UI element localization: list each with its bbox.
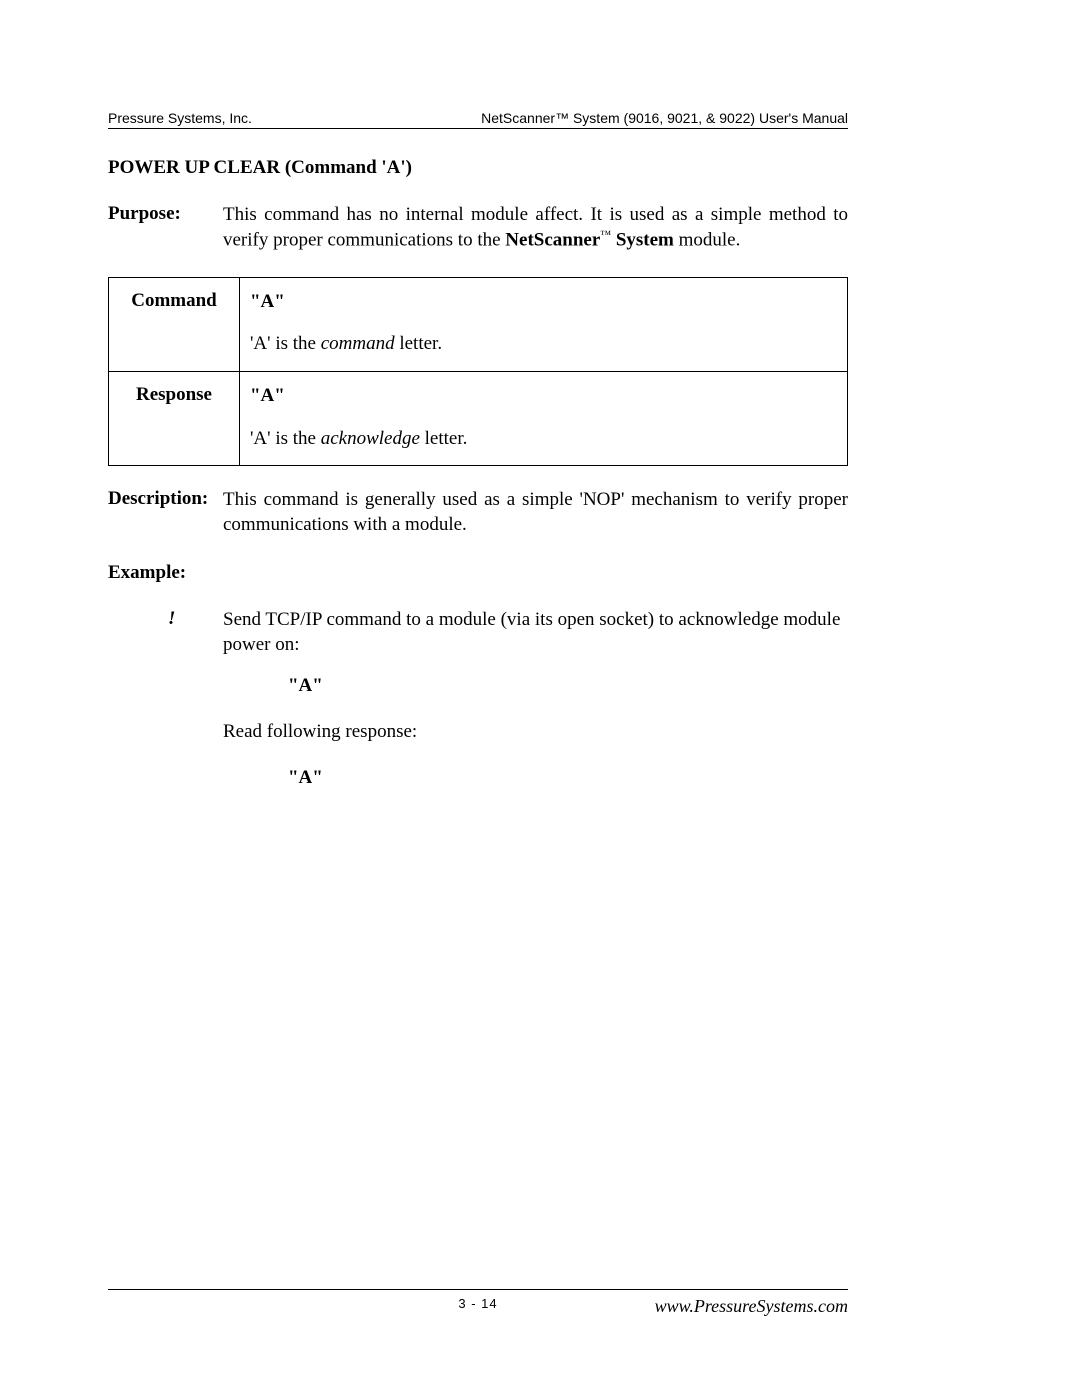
response-value: "A" bbox=[250, 385, 285, 406]
example-step-row: ! Send TCP/IP command to a module (via i… bbox=[168, 608, 848, 657]
response-note-pre: 'A' is the bbox=[250, 428, 321, 449]
header-right: NetScanner™ System (9016, 9021, & 9022) … bbox=[481, 110, 848, 126]
description-label: Description: bbox=[108, 488, 223, 537]
response-label-cell: Response bbox=[109, 372, 240, 466]
example-label: Example: bbox=[108, 562, 848, 584]
page: Pressure Systems, Inc. NetScanner™ Syste… bbox=[0, 0, 1080, 1397]
command-note-pre: 'A' is the bbox=[250, 333, 321, 354]
description-body: This command is generally used as a simp… bbox=[223, 488, 848, 537]
command-value: "A" bbox=[250, 291, 285, 312]
footer-url: www.PressureSystems.com bbox=[655, 1296, 848, 1317]
purpose-brand: NetScanner bbox=[505, 229, 600, 250]
example-step1: Send TCP/IP command to a module (via its… bbox=[223, 608, 848, 657]
response-note-em: acknowledge bbox=[321, 428, 420, 449]
description-row: Description: This command is generally u… bbox=[108, 488, 848, 537]
response-note-post: letter. bbox=[420, 428, 467, 449]
example-body: ! Send TCP/IP command to a module (via i… bbox=[168, 608, 848, 657]
table-row: Command "A" 'A' is the command letter. bbox=[109, 277, 848, 371]
example-code1: "A" bbox=[288, 675, 323, 696]
command-value-cell: "A" 'A' is the command letter. bbox=[240, 277, 848, 371]
purpose-text-post: module. bbox=[674, 229, 741, 250]
example-mark-icon: ! bbox=[168, 608, 223, 657]
example-step2: Read following response: bbox=[223, 721, 848, 743]
page-number: 3 - 14 bbox=[458, 1296, 497, 1311]
purpose-body: This command has no internal module affe… bbox=[223, 203, 848, 253]
command-note-post: letter. bbox=[395, 333, 442, 354]
purpose-system: System bbox=[611, 229, 674, 250]
page-footer: 3 - 14 www.PressureSystems.com bbox=[108, 1289, 848, 1317]
purpose-label: Purpose: bbox=[108, 203, 223, 253]
example-code2-row: "A" bbox=[228, 767, 848, 789]
content-area: Pressure Systems, Inc. NetScanner™ Syste… bbox=[108, 110, 848, 813]
trademark-symbol: ™ bbox=[600, 229, 611, 241]
purpose-row: Purpose: This command has no internal mo… bbox=[108, 203, 848, 253]
response-value-cell: "A" 'A' is the acknowledge letter. bbox=[240, 372, 848, 466]
running-header: Pressure Systems, Inc. NetScanner™ Syste… bbox=[108, 110, 848, 129]
example-code2: "A" bbox=[288, 767, 323, 788]
example-code1-row: "A" bbox=[228, 675, 848, 697]
header-left: Pressure Systems, Inc. bbox=[108, 110, 252, 126]
command-note-em: command bbox=[321, 333, 395, 354]
command-table: Command "A" 'A' is the command letter. R… bbox=[108, 277, 848, 467]
section-title: POWER UP CLEAR (Command 'A') bbox=[108, 157, 848, 179]
table-row: Response "A" 'A' is the acknowledge lett… bbox=[109, 372, 848, 466]
command-label-cell: Command bbox=[109, 277, 240, 371]
